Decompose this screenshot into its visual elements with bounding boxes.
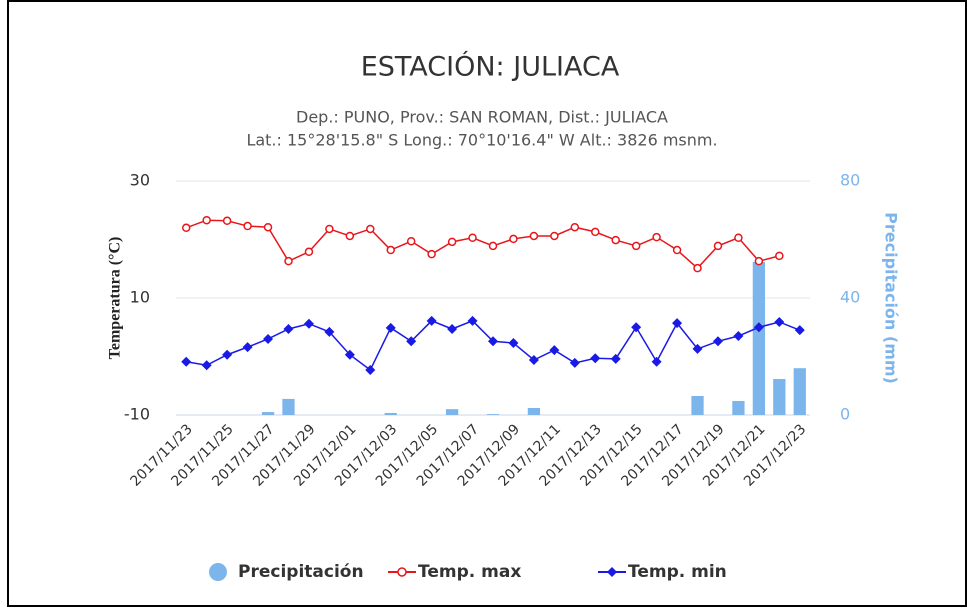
point (610, 353, 621, 364)
point (365, 364, 376, 375)
point (303, 318, 314, 329)
point (569, 357, 580, 368)
point (202, 215, 211, 225)
point (263, 222, 273, 232)
legend-symbol (397, 567, 407, 577)
point (693, 263, 702, 273)
bar (732, 400, 745, 415)
point (508, 338, 519, 349)
point (304, 247, 314, 257)
point (488, 336, 498, 347)
point (181, 223, 191, 233)
bar (691, 395, 704, 415)
point (181, 356, 192, 367)
point (529, 231, 539, 241)
y-tick-label: 30 (130, 171, 150, 190)
y-tick-label: -10 (124, 405, 150, 424)
point (385, 322, 396, 333)
legend-symbol (209, 563, 227, 581)
bar (384, 412, 397, 415)
point (426, 315, 437, 326)
point (692, 343, 703, 354)
y2-tick-label: 40 (840, 288, 860, 307)
point (222, 216, 232, 226)
point (509, 234, 518, 244)
y2-axis-label: Precipitación (mm) (882, 212, 901, 384)
point (366, 224, 375, 234)
y-tick-label: 10 (130, 288, 150, 307)
point (754, 256, 764, 266)
point (570, 222, 580, 232)
legend-label: Precipitación (238, 562, 364, 582)
point (753, 322, 764, 333)
point (324, 326, 335, 337)
point (794, 325, 805, 336)
point (590, 353, 601, 364)
point (672, 245, 682, 255)
point (488, 241, 498, 251)
point (652, 232, 661, 242)
bar (793, 368, 806, 415)
subtitle: Lat.: 15°28'15.8" S Long.: 70°10'16.4" W… (246, 131, 717, 150)
point (201, 360, 212, 371)
bar (527, 407, 541, 415)
point (447, 324, 458, 335)
point (733, 331, 744, 342)
bar (486, 414, 500, 415)
point (549, 345, 560, 356)
point (631, 241, 641, 251)
y2-tick-label: 80 (840, 171, 860, 190)
bar (445, 409, 459, 415)
subtitle: Dep.: PUNO, Prov.: SAN ROMAN, Dist.: JUL… (296, 108, 668, 127)
point (406, 336, 417, 347)
point (672, 318, 683, 329)
point (344, 349, 355, 360)
bar (773, 379, 786, 415)
point (406, 237, 416, 246)
point (242, 342, 253, 353)
point (263, 333, 274, 344)
legend-symbol (607, 567, 617, 577)
point (712, 336, 723, 347)
chart-title: ESTACIÓN: JULIACA (361, 51, 620, 83)
point (468, 233, 477, 242)
point (528, 355, 539, 366)
point (427, 249, 436, 259)
point (447, 237, 457, 247)
bar (282, 398, 295, 415)
series-line (185, 219, 780, 270)
point (611, 235, 620, 245)
point (631, 322, 642, 333)
point (734, 233, 743, 242)
legend-label: Temp. max (418, 562, 521, 582)
point (774, 316, 785, 327)
point (345, 231, 355, 241)
point (651, 356, 662, 367)
point (386, 245, 395, 255)
bar (261, 412, 275, 415)
point (325, 224, 334, 234)
point (243, 221, 252, 231)
point (713, 241, 723, 251)
point (284, 256, 293, 266)
point (550, 231, 559, 241)
legend-label: Temp. min (628, 562, 727, 582)
point (283, 324, 294, 335)
y2-tick-label: 0 (840, 405, 850, 424)
bar (752, 262, 766, 415)
point (467, 315, 478, 326)
point (591, 227, 600, 237)
point (775, 251, 784, 261)
y-axis-label: Temperatura (°C) (107, 237, 124, 360)
point (222, 349, 233, 360)
frame (7, 0, 967, 607)
